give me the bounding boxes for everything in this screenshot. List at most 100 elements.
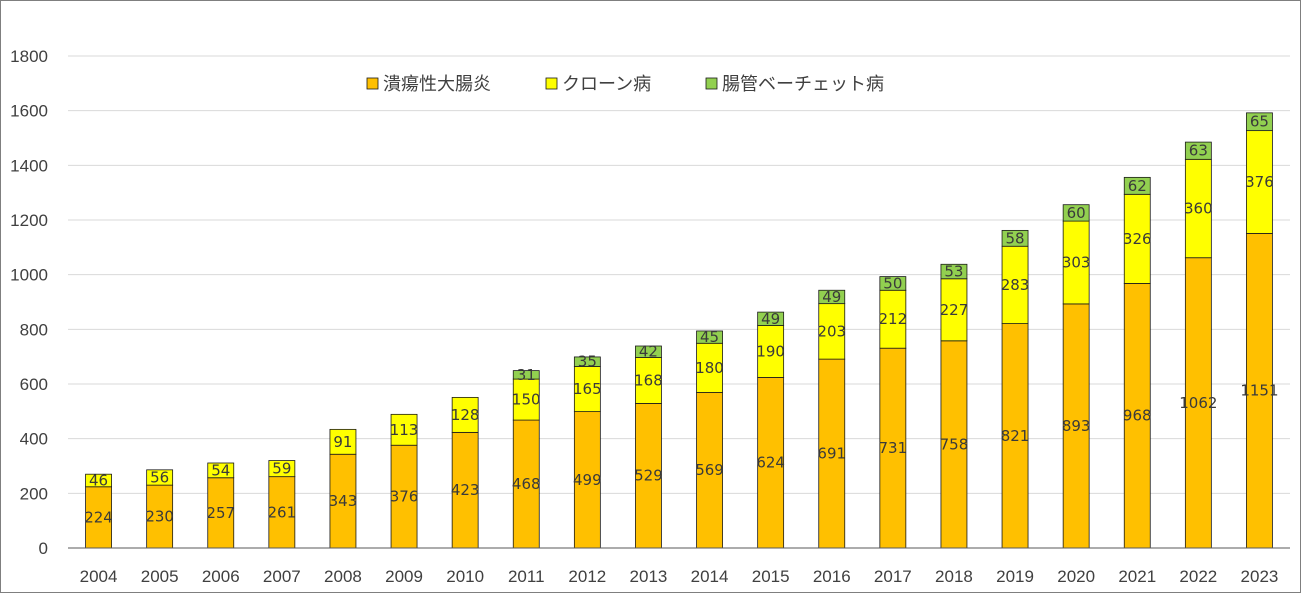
legend: 潰瘍性大腸炎 クローン病 腸管ベーチェット病 [366, 74, 884, 95]
legend-label: 腸管ベーチェット病 [722, 74, 884, 95]
y-tick-label: 1600 [10, 102, 48, 121]
data-label: 261 [268, 503, 297, 521]
bar-segment-series2 [1246, 130, 1273, 234]
x-tick-label: 2004 [80, 567, 118, 586]
data-label: 31 [517, 366, 536, 384]
y-tick-label: 800 [20, 320, 48, 339]
bar-segment-series1 [329, 453, 357, 549]
x-tick-label: 2018 [935, 567, 973, 586]
data-label: 150 [512, 391, 541, 409]
data-label: 376 [1245, 173, 1274, 191]
x-tick-label: 2016 [813, 567, 851, 586]
x-tick-label: 2007 [263, 567, 301, 586]
x-tick-label: 2017 [874, 567, 912, 586]
data-label: 62 [1128, 177, 1147, 195]
data-label: 691 [817, 445, 846, 463]
bar-segment-series2 [1001, 245, 1029, 324]
bar-segment-series1 [696, 392, 723, 549]
x-tick-label: 2020 [1057, 567, 1095, 586]
bar-segment-series3 [818, 289, 846, 305]
legend-swatch [366, 77, 379, 90]
data-label: 180 [695, 359, 724, 377]
data-label: 1151 [1240, 382, 1278, 400]
data-label: 91 [333, 433, 352, 451]
data-label: 893 [1062, 417, 1091, 435]
data-label: 968 [1123, 407, 1152, 425]
y-tick-label: 1000 [10, 266, 48, 285]
x-tick-label: 2022 [1179, 567, 1217, 586]
bar-segment-series2 [85, 473, 112, 488]
data-label: 49 [761, 310, 780, 328]
bar-segment-series1 [879, 347, 907, 549]
bar-segment-series2 [207, 462, 235, 479]
bar-segment-series3 [757, 311, 785, 326]
data-label: 128 [451, 406, 480, 424]
bar-segment-series2 [329, 428, 357, 455]
x-tick-label: 2019 [996, 567, 1034, 586]
data-label: 53 [944, 263, 963, 281]
data-label: 758 [940, 435, 969, 453]
bar-segment-series3 [573, 356, 601, 367]
data-label: 203 [817, 322, 846, 340]
data-label: 59 [272, 460, 291, 478]
x-tick-label: 2010 [446, 567, 484, 586]
bar-segment-series2 [573, 366, 601, 413]
x-tick-label: 2015 [752, 567, 790, 586]
bar-segment-series2 [451, 396, 479, 433]
data-label: 230 [145, 508, 174, 526]
data-label: 529 [634, 467, 663, 485]
bar-segment-series2 [940, 278, 968, 342]
bar-segment-series1 [390, 444, 418, 549]
bars [85, 112, 1273, 549]
data-label: 343 [329, 492, 358, 510]
data-label: 35 [578, 353, 597, 371]
bar-segment-series2 [268, 460, 296, 478]
axes: 0 200 400 600 800 1000 1200 1400 1600 1800 2004 200… [10, 47, 1290, 586]
data-label: 212 [879, 310, 908, 328]
legend-swatch [705, 77, 718, 90]
bar-segment-series1 [268, 476, 296, 549]
bar-segment-series3 [635, 345, 662, 358]
bar-segment-series1 [207, 477, 235, 549]
data-labels: 224 46 230 56 257 54 261 59 343 91 376 113 423 128 468… [84, 113, 1278, 527]
data-label: 257 [206, 504, 235, 522]
data-label: 165 [573, 380, 602, 398]
bar-segment-series1 [573, 411, 601, 549]
data-label: 60 [1067, 204, 1086, 222]
data-label: 303 [1062, 254, 1091, 272]
y-tick-label: 200 [20, 484, 48, 503]
y-tick-label: 1400 [10, 156, 48, 175]
y-tick-label: 1800 [10, 47, 48, 66]
bar-segment-series2 [390, 413, 418, 446]
bar-segment-series3 [1001, 229, 1029, 247]
data-label: 423 [451, 481, 480, 499]
data-label: 1062 [1179, 394, 1217, 412]
x-tick-label: 2023 [1241, 567, 1279, 586]
y-tick-label: 600 [20, 375, 48, 394]
data-label: 224 [84, 508, 113, 526]
data-label: 731 [879, 439, 908, 457]
data-label: 63 [1189, 142, 1208, 160]
data-label: 168 [634, 371, 663, 389]
data-label: 54 [211, 461, 230, 479]
x-tick-label: 2008 [324, 567, 362, 586]
data-label: 56 [150, 468, 169, 486]
data-label: 45 [700, 328, 719, 346]
bar-segment-series2 [818, 303, 846, 360]
data-label: 569 [695, 461, 724, 479]
bar-segment-series3 [1123, 176, 1151, 195]
bar-segment-series1 [1184, 257, 1212, 549]
legend-label: クローン病 [562, 74, 651, 95]
bar-segment-series2 [146, 469, 174, 486]
bar-segment-series3 [512, 370, 540, 380]
data-label: 499 [573, 471, 602, 489]
bar-segment-series3 [879, 276, 907, 291]
x-tick-label: 2013 [630, 567, 668, 586]
data-label: 227 [940, 301, 969, 319]
data-label: 42 [639, 343, 658, 361]
bar-segment-series3 [1062, 204, 1090, 222]
x-tick-label: 2011 [508, 567, 545, 586]
data-label: 190 [756, 342, 785, 360]
